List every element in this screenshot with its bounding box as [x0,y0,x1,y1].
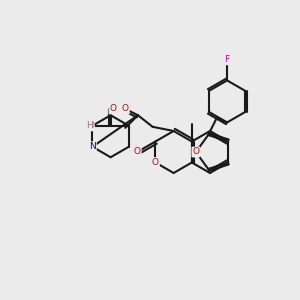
Text: O: O [152,158,159,167]
Text: O: O [110,104,116,113]
Text: O: O [134,148,141,157]
Text: H: H [86,121,92,130]
Text: N: N [89,142,96,151]
Text: F: F [225,55,230,64]
Text: O: O [192,148,200,157]
Text: O: O [87,121,94,130]
Text: O: O [122,104,129,113]
